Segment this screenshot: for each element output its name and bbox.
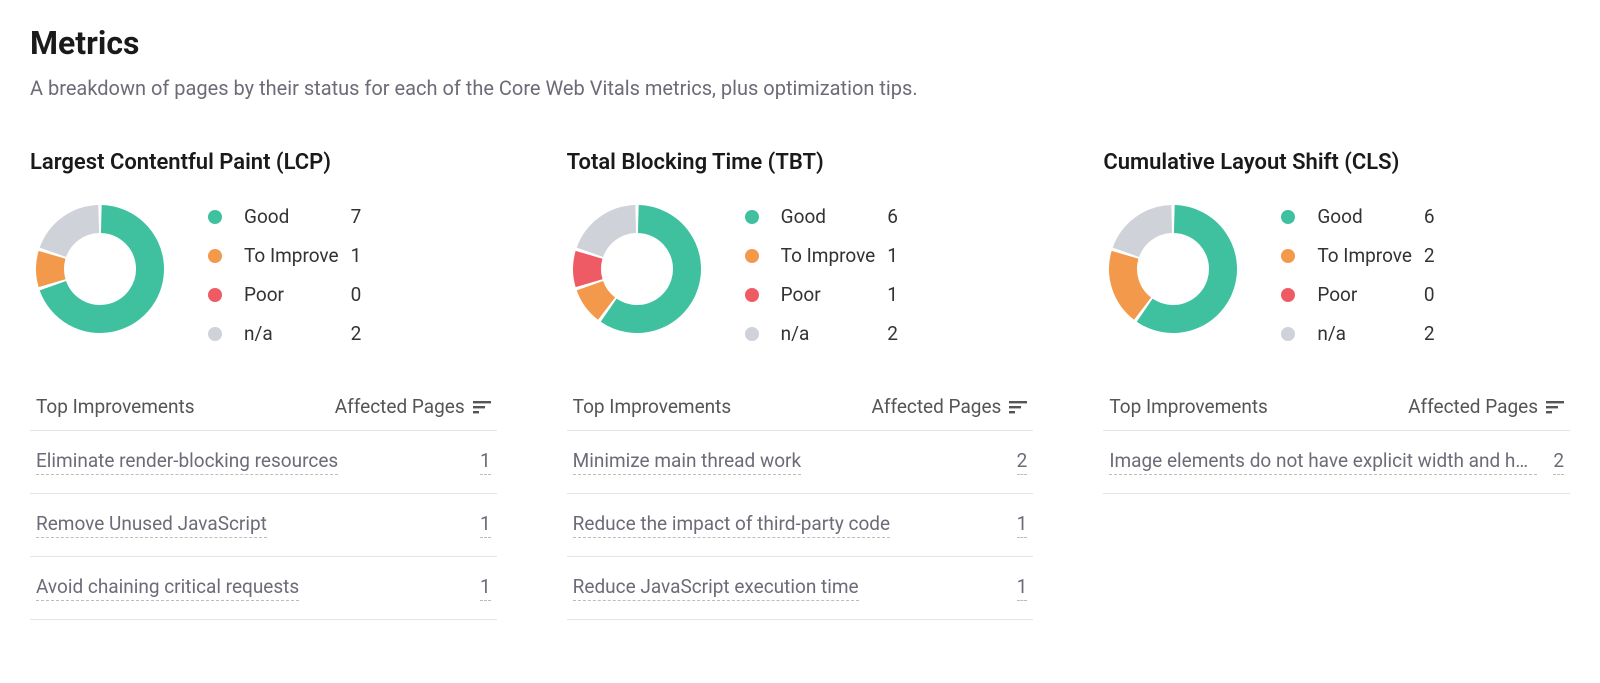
improvement-count[interactable]: 1 [480, 575, 491, 601]
improvement-count[interactable]: 2 [1017, 449, 1028, 475]
affected-pages-header-label[interactable]: Affected Pages [335, 395, 465, 418]
legend: Good 6 To Improve 2 Poor 0 n/a 2 [1281, 199, 1448, 345]
improvement-label[interactable]: Image elements do not have explicit widt… [1109, 449, 1537, 475]
donut-chart [567, 199, 707, 339]
legend-value-to_improve: 2 [1424, 244, 1448, 267]
improvement-row: Eliminate render-blocking resources 1 [30, 431, 497, 494]
legend-label-good: Good [244, 205, 339, 228]
legend-label-good: Good [781, 205, 876, 228]
legend-value-na: 2 [1424, 322, 1448, 345]
donut-chart [1103, 199, 1243, 339]
chart-block: Good 6 To Improve 1 Poor 1 n/a 2 [567, 199, 1034, 345]
legend-dot-na [208, 327, 222, 341]
sort-descending-icon[interactable] [473, 400, 491, 414]
legend-dot-na [745, 327, 759, 341]
affected-pages-header-label[interactable]: Affected Pages [871, 395, 1001, 418]
metric-title: Largest Contentful Paint (LCP) [30, 150, 497, 175]
affected-pages-header-label[interactable]: Affected Pages [1408, 395, 1538, 418]
improvement-row: Reduce JavaScript execution time 1 [567, 557, 1034, 620]
legend-label-na: n/a [244, 322, 339, 345]
legend-value-to_improve: 1 [887, 244, 911, 267]
legend-dot-to_improve [208, 249, 222, 263]
improvement-row: Image elements do not have explicit widt… [1103, 431, 1570, 494]
improvements-header-label: Top Improvements [573, 395, 732, 418]
improvement-label[interactable]: Remove Unused JavaScript [36, 512, 267, 538]
improvement-label[interactable]: Minimize main thread work [573, 449, 801, 475]
improvement-count[interactable]: 1 [480, 512, 491, 538]
legend-value-good: 7 [351, 205, 375, 228]
legend-label-na: n/a [1317, 322, 1412, 345]
sort-descending-icon[interactable] [1009, 400, 1027, 414]
sort-descending-icon[interactable] [1546, 400, 1564, 414]
improvement-row: Remove Unused JavaScript 1 [30, 494, 497, 557]
legend-dot-na [1281, 327, 1295, 341]
metric-title: Cumulative Layout Shift (CLS) [1103, 150, 1570, 175]
improvement-count[interactable]: 2 [1553, 449, 1564, 475]
legend-value-to_improve: 1 [351, 244, 375, 267]
legend-value-na: 2 [887, 322, 911, 345]
legend-value-good: 6 [1424, 205, 1448, 228]
legend-label-to_improve: To Improve [781, 244, 876, 267]
legend-label-poor: Poor [1317, 283, 1412, 306]
page-subtitle: A breakdown of pages by their status for… [30, 76, 1570, 100]
chart-block: Good 7 To Improve 1 Poor 0 n/a 2 [30, 199, 497, 345]
legend-value-na: 2 [351, 322, 375, 345]
improvements-header-label: Top Improvements [1109, 395, 1268, 418]
legend: Good 6 To Improve 1 Poor 1 n/a 2 [745, 199, 912, 345]
improvement-count[interactable]: 1 [480, 449, 491, 475]
legend-label-to_improve: To Improve [1317, 244, 1412, 267]
metrics-row: Largest Contentful Paint (LCP) Good 7 To Im… [30, 150, 1570, 620]
improvement-label[interactable]: Reduce the impact of third-party code [573, 512, 890, 538]
legend-value-good: 6 [887, 205, 911, 228]
donut-chart [30, 199, 170, 339]
chart-block: Good 6 To Improve 2 Poor 0 n/a 2 [1103, 199, 1570, 345]
improvement-row: Reduce the impact of third-party code 1 [567, 494, 1034, 557]
legend-value-poor: 0 [351, 283, 375, 306]
improvement-count[interactable]: 1 [1017, 575, 1028, 601]
legend-label-good: Good [1317, 205, 1412, 228]
legend-dot-to_improve [1281, 249, 1295, 263]
legend: Good 7 To Improve 1 Poor 0 n/a 2 [208, 199, 375, 345]
legend-label-na: n/a [781, 322, 876, 345]
metric-card-cls: Cumulative Layout Shift (CLS) Good 6 To Imp… [1103, 150, 1570, 620]
legend-dot-to_improve [745, 249, 759, 263]
legend-label-poor: Poor [781, 283, 876, 306]
legend-value-poor: 0 [1424, 283, 1448, 306]
metric-title: Total Blocking Time (TBT) [567, 150, 1034, 175]
legend-dot-good [208, 210, 222, 224]
metric-card-tbt: Total Blocking Time (TBT) Good 6 To Improve… [567, 150, 1034, 620]
improvement-label[interactable]: Avoid chaining critical requests [36, 575, 299, 601]
improvements-header: Top Improvements Affected Pages [1103, 383, 1570, 431]
legend-value-poor: 1 [887, 283, 911, 306]
page-title: Metrics [30, 24, 1570, 62]
legend-label-poor: Poor [244, 283, 339, 306]
improvements-header-label: Top Improvements [36, 395, 195, 418]
improvement-count[interactable]: 1 [1017, 512, 1028, 538]
improvements-header: Top Improvements Affected Pages [30, 383, 497, 431]
improvement-label[interactable]: Reduce JavaScript execution time [573, 575, 859, 601]
legend-label-to_improve: To Improve [244, 244, 339, 267]
legend-dot-poor [1281, 288, 1295, 302]
legend-dot-poor [208, 288, 222, 302]
improvement-label[interactable]: Eliminate render-blocking resources [36, 449, 338, 475]
improvements-header: Top Improvements Affected Pages [567, 383, 1034, 431]
improvement-row: Avoid chaining critical requests 1 [30, 557, 497, 620]
metric-card-lcp: Largest Contentful Paint (LCP) Good 7 To Im… [30, 150, 497, 620]
legend-dot-poor [745, 288, 759, 302]
legend-dot-good [745, 210, 759, 224]
improvement-row: Minimize main thread work 2 [567, 431, 1034, 494]
legend-dot-good [1281, 210, 1295, 224]
